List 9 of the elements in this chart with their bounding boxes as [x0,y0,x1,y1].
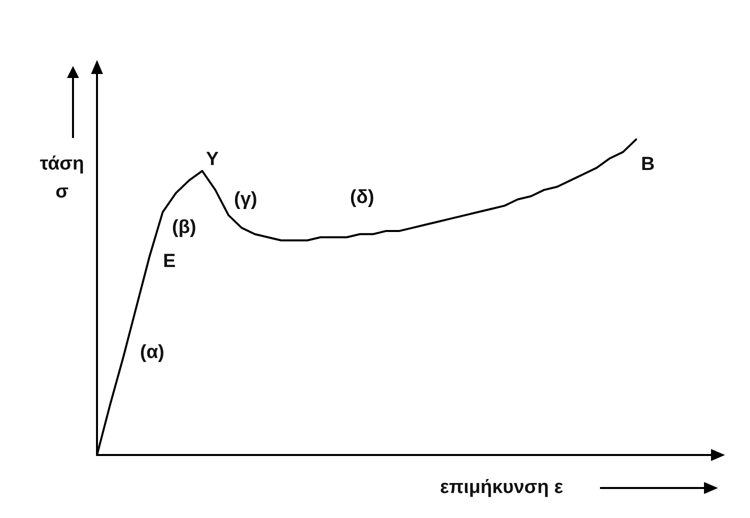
annotation: (δ) [350,187,374,208]
annotation: E [163,251,176,272]
annotation: B [641,154,655,175]
annotation: (β) [172,217,196,238]
annotation: (α) [140,342,164,363]
x-axis-title: επιμήκυνση ε [440,477,564,498]
annotation: (γ) [234,189,258,210]
y-axis-title: τάση σ [40,154,84,202]
annotation: Y [206,149,219,170]
